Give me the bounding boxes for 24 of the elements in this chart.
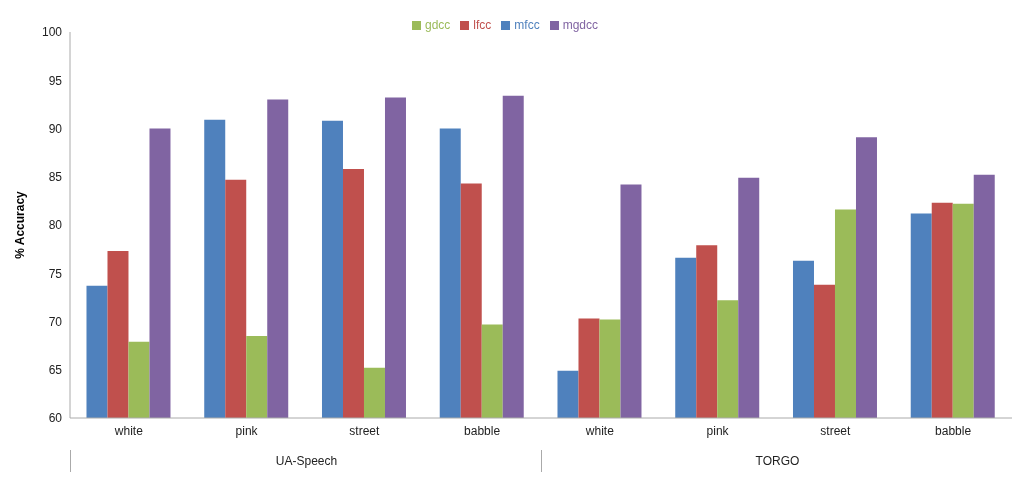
legend-label: lfcc	[473, 18, 492, 32]
y-axis-title: % Accuracy	[13, 190, 28, 259]
x-tick-label: street	[349, 423, 381, 438]
y-tick-label: 60	[48, 411, 63, 426]
legend-label: gdcc	[424, 18, 451, 32]
legend-label: mfcc	[514, 18, 540, 32]
x-tick-label: street	[820, 423, 852, 438]
y-tick-label: 70	[48, 314, 63, 329]
x-tick-label: white	[584, 423, 615, 438]
x-tick-label: pink	[706, 423, 730, 438]
text: TORGO	[541, 450, 1013, 472]
x-tick-label: pink	[235, 423, 259, 438]
x-tick-label: babble	[935, 423, 972, 438]
y-tick-label: 100	[41, 25, 63, 40]
x-tick-label: babble	[464, 423, 501, 438]
y-tick-label: 95	[48, 73, 63, 88]
y-tick-label: 85	[48, 170, 63, 185]
y-tick-label: 80	[48, 218, 63, 233]
x-tick-label: white	[113, 423, 144, 438]
legend-label: mgdcc	[562, 18, 599, 32]
y-tick-label: 90	[48, 121, 63, 136]
y-tick-label: 65	[48, 363, 63, 378]
text: UA-Speech	[70, 450, 542, 472]
y-tick-label: 75	[48, 266, 63, 281]
